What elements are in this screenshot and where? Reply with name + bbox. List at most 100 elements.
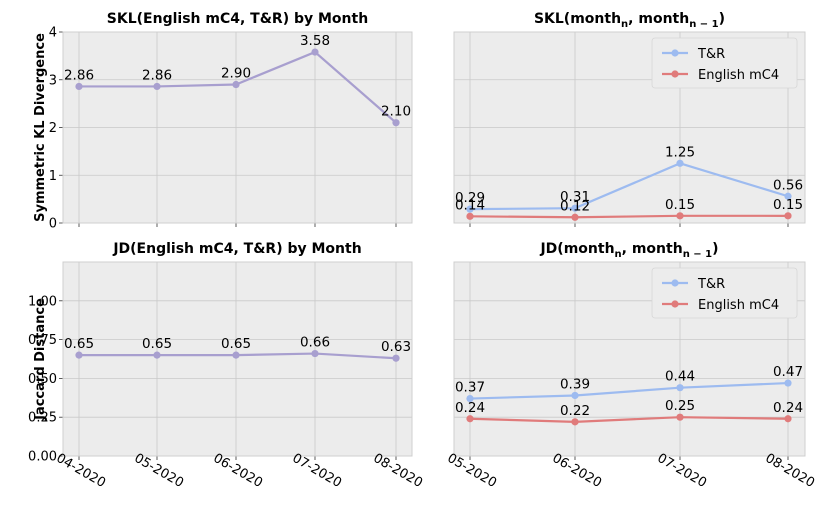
data-point [784,415,792,423]
data-point [676,413,684,421]
chart-title-part: ) [719,11,725,27]
data-point [571,418,579,426]
x-tick-label: 05-2020 [131,451,186,491]
data-point [75,351,83,359]
legend-item: English mC4 [662,68,779,83]
legend-item: T&R [662,47,725,62]
chart-title-part: , month [628,11,689,27]
chart-title-part: SKL(month [534,11,621,27]
data-label: 0.56 [773,177,803,193]
data-label: 0.65 [64,336,94,352]
data-label: 2.90 [221,66,251,82]
legend-marker [671,49,679,57]
data-point [571,204,579,212]
plot-border [453,31,806,224]
plot-border [453,261,806,457]
chart-title-part: JD(month [539,241,614,257]
x-tick-label: 06-2020 [549,451,604,491]
series-english-mc4: 0.14 0.12 0.15 0.15 [455,197,803,221]
data-point [311,349,319,358]
data-label: 0.65 [221,336,251,352]
data-label: 2.86 [142,67,172,83]
plot-border [62,261,413,457]
x-tick-label: 04-2020 [53,451,108,491]
data-point [571,391,579,400]
chart-title-part: n [621,19,628,30]
legend-label: T&R [697,47,725,62]
chart-title: SKL(monthn, monthn − 1) [534,11,725,30]
data-label: 0.29 [455,190,485,206]
data-point [784,379,792,387]
legend-label: English mC4 [698,298,779,313]
y-tick-label: 0 [49,217,57,232]
x-tick-label: 07-2020 [289,451,344,491]
data-point [311,48,319,56]
legend: T&R English mC4 [651,267,798,319]
data-label: 0.15 [773,197,803,213]
series-line [469,381,789,400]
data-label: 0.15 [665,197,695,213]
data-label: 0.65 [142,336,172,352]
chart-title-part: ) [712,241,718,257]
data-label: 0.66 [300,335,330,351]
x-tick-label: 08-2020 [370,451,425,491]
chart-panel-4: 05-2020 06-2020 07-2020 08-2020 JD(monthn, m… [444,241,817,491]
legend: T&R English mC4 [651,37,798,89]
data-label: 0.25 [665,398,695,414]
chart-title-part: n − 1 [689,19,718,30]
data-point [232,80,240,89]
series-line [469,416,789,423]
data-label: 0.47 [773,364,803,380]
data-label: 0.24 [773,400,803,416]
data-point [466,212,474,220]
data-point [784,212,792,220]
data-point [466,415,474,423]
x-tick-label: 06-2020 [210,451,265,491]
data-point [153,82,161,91]
y-tick-label: 1 [49,169,57,184]
data-point [571,213,579,221]
legend-item: English mC4 [662,298,779,313]
legend-label: English mC4 [698,68,779,83]
series-series: 0.65 0.65 0.65 0.66 0.63 [64,335,411,362]
data-label: 0.39 [560,376,590,392]
series-english-mc4: 0.24 0.22 0.25 0.24 [455,398,803,426]
data-point [466,394,474,403]
data-label: 1.25 [665,144,695,160]
chart-title-part: n − 1 [683,249,712,260]
data-point [676,159,684,167]
chart-panel-1: 0 1 2 3 4 SKL(English mC4, T&R) by Month Symme… [33,11,413,232]
data-point [75,82,83,91]
series-line [469,162,789,211]
y-tick-label: 4 [49,26,57,41]
legend-marker [671,300,679,308]
data-label: 0.14 [455,197,485,213]
y-axis-label: Symmetric KL Divergence [33,33,48,222]
legend-box [651,37,798,89]
x-tick-label: 07-2020 [654,451,709,491]
data-label: 2.10 [381,104,411,120]
chart-panel-3: 0.00 0.25 0.50 0.75 1.00 04-2020 05-2020 06-202… [28,241,425,491]
data-point [466,205,474,213]
x-tick-label: 05-2020 [444,451,499,491]
series-line [469,214,788,219]
legend-box [651,267,798,319]
y-tick-label: 3 [49,73,57,88]
y-tick-label: 0.75 [28,333,57,348]
x-tick-label: 08-2020 [762,451,817,491]
data-point [392,119,400,127]
y-tick-label: 0.00 [28,450,57,465]
data-point [676,384,684,392]
data-label: 0.63 [381,339,411,355]
legend-label: T&R [697,277,725,292]
data-point [153,351,161,359]
chart-title: SKL(English mC4, T&R) by Month [107,11,368,27]
data-label: 0.22 [560,403,590,419]
data-point [392,354,400,362]
data-label: 0.44 [665,369,695,385]
series-t-r: 0.37 0.39 0.44 0.47 [455,364,803,403]
data-point [676,212,684,220]
data-label: 0.12 [560,198,590,214]
chart-title: JD(monthn, monthn − 1) [539,241,718,260]
